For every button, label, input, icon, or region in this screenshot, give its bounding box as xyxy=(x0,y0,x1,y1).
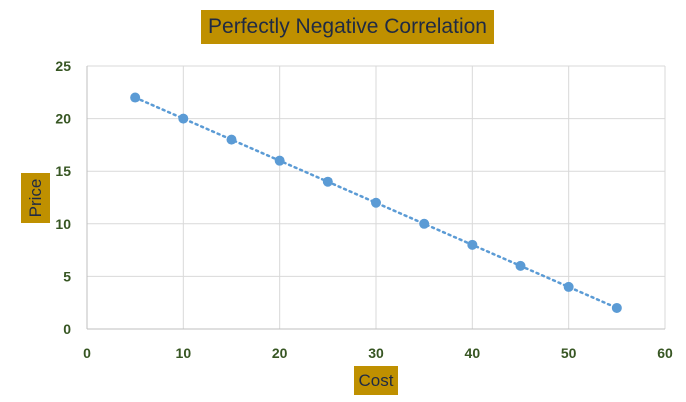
x-tick-label: 30 xyxy=(368,345,384,361)
chart-title: Perfectly Negative Correlation xyxy=(201,10,494,44)
x-tick-label: 10 xyxy=(176,345,192,361)
x-axis-label: Cost xyxy=(354,366,398,395)
y-tick-label: 10 xyxy=(55,216,71,232)
y-axis-label-box: Price xyxy=(21,173,50,223)
data-point xyxy=(322,176,333,187)
data-point xyxy=(563,281,574,292)
y-tick-label: 5 xyxy=(63,268,71,284)
y-tick-label: 15 xyxy=(55,163,71,179)
x-tick-label: 20 xyxy=(272,345,288,361)
x-tick-label: 40 xyxy=(465,345,481,361)
data-point xyxy=(419,218,430,229)
gridlines xyxy=(87,65,666,329)
x-tick-label: 50 xyxy=(561,345,577,361)
data-points xyxy=(130,92,622,313)
x-tick-label: 0 xyxy=(83,345,91,361)
axes xyxy=(86,66,665,330)
data-point xyxy=(371,197,381,208)
x-tick-labels: 0 10 20 30 40 50 60 xyxy=(83,345,673,361)
y-tick-label: 25 xyxy=(55,58,71,74)
y-tick-labels: 0 5 10 15 20 25 xyxy=(55,58,71,337)
x-tick-label: 60 xyxy=(657,345,673,361)
data-point xyxy=(611,302,622,313)
y-tick-label: 0 xyxy=(63,321,71,337)
data-point xyxy=(515,260,526,271)
data-point xyxy=(130,92,141,103)
y-axis-label: Price xyxy=(25,178,45,218)
data-point xyxy=(226,134,237,145)
data-point xyxy=(274,155,285,166)
y-tick-label: 20 xyxy=(55,111,71,127)
data-point xyxy=(178,113,189,124)
data-point xyxy=(467,239,478,250)
